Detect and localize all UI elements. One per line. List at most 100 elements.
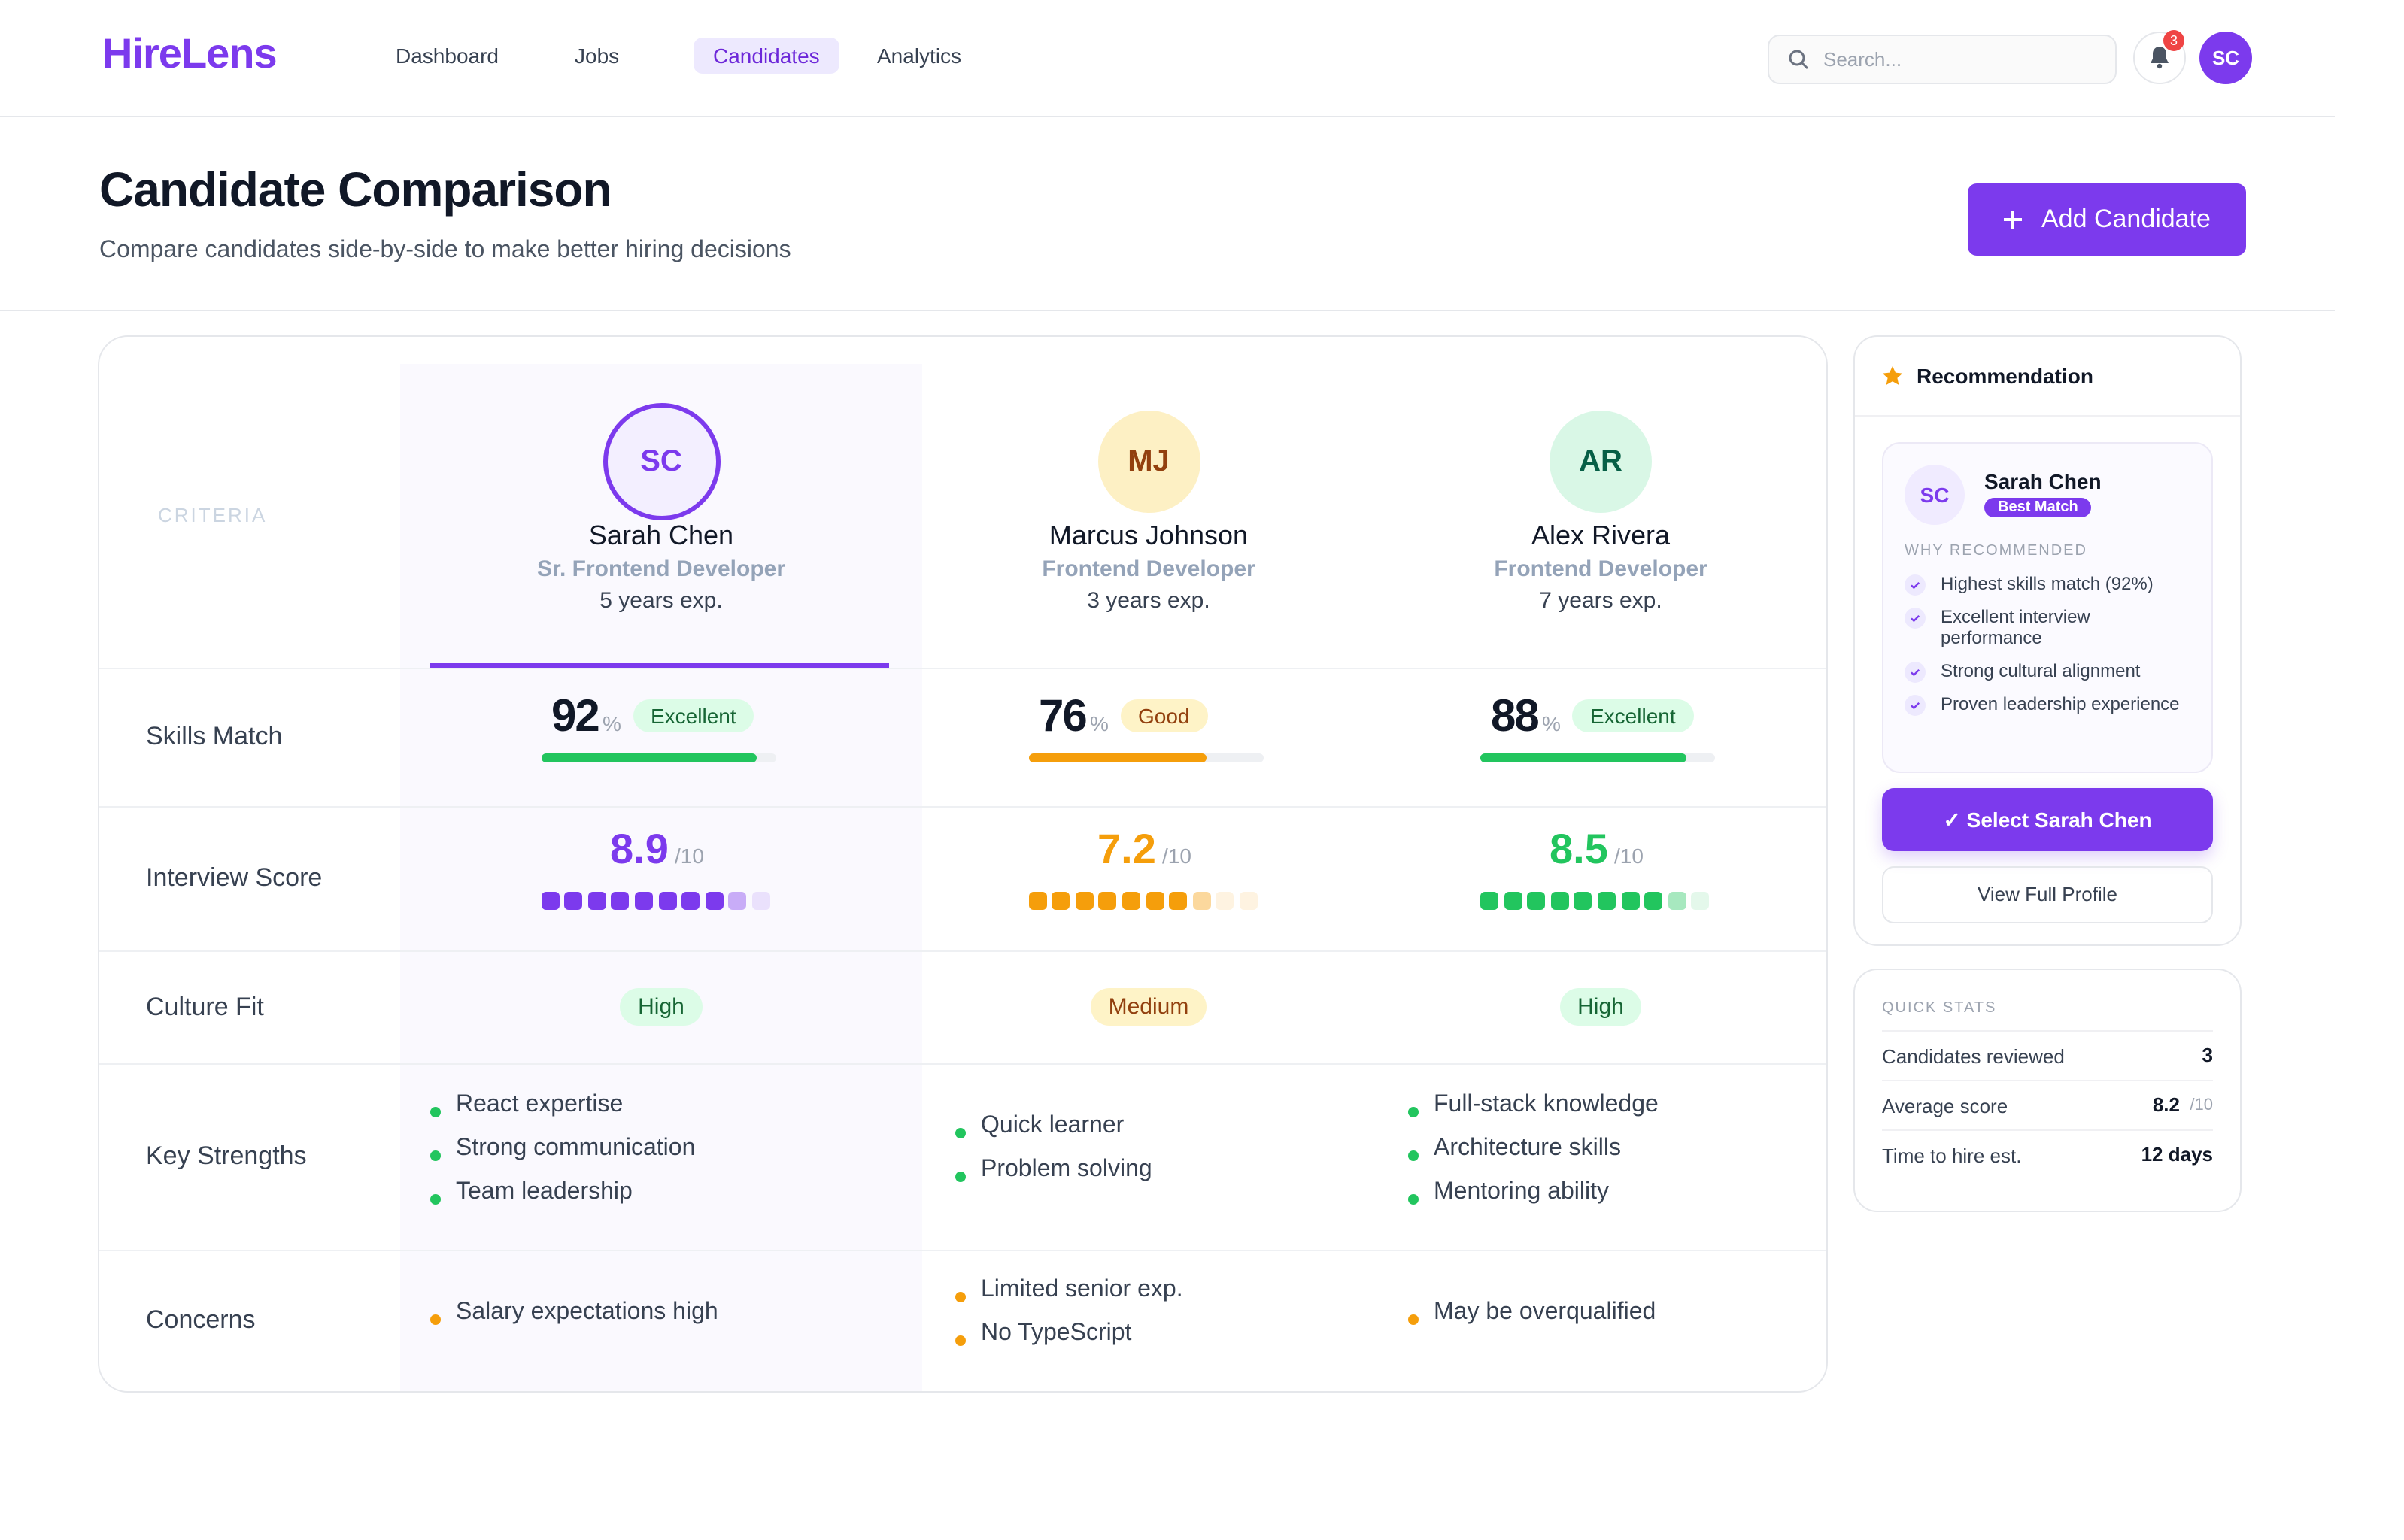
skills-badge: Excellent [633, 699, 754, 732]
logo[interactable]: HireLens [102, 30, 278, 77]
skills-value: 92 [551, 692, 600, 741]
candidate-role: Frontend Developer [1042, 556, 1255, 582]
criteria-label: Key Strengths [146, 1141, 307, 1170]
skills-group: 92% Excellent [541, 692, 782, 782]
interview-score: 8.9 [610, 826, 669, 872]
why-label: WHY RECOMMENDED [1905, 543, 2087, 559]
avatar: SC [603, 403, 720, 520]
view-profile-button[interactable]: View Full Profile [1882, 866, 2213, 923]
interview-scale: /10 [675, 844, 704, 868]
concern-item: Salary expectations high [456, 1299, 718, 1324]
score-dot [1169, 892, 1188, 910]
score-dot [1052, 892, 1070, 910]
comparison-card: CRITERIA Skills Match Interview Score Cult… [98, 335, 1828, 1393]
score-dot [728, 892, 747, 910]
nav-link[interactable]: Analytics [877, 44, 962, 68]
notifications-button[interactable]: 3 [2133, 30, 2186, 84]
strength-item: Full-stack knowledge [1434, 1091, 1659, 1117]
strength-item: React expertise [456, 1091, 624, 1117]
bullet [955, 1292, 966, 1302]
score-dot [564, 892, 583, 910]
check [1911, 581, 1920, 590]
score-dot [1504, 892, 1522, 910]
score-dot [1239, 892, 1258, 910]
bullet [1408, 1314, 1419, 1324]
user-avatar[interactable]: SC [2199, 32, 2252, 84]
candidate-column: MJ Marcus Johnson Frontend Developer 3 year… [922, 337, 1375, 1391]
navbar [0, 0, 2335, 117]
culture-fit: High [1559, 988, 1642, 1026]
search-placeholder: Search... [1823, 48, 1902, 71]
skills-value: 88 [1491, 692, 1540, 741]
nav-link[interactable]: Candidates [694, 38, 839, 74]
candidate-name: Sarah Chen [1984, 469, 2102, 493]
interview-dots [541, 892, 776, 910]
check [1911, 702, 1920, 710]
skills-badge: Excellent [1572, 699, 1694, 732]
search-box[interactable]: Search... [1768, 35, 2117, 84]
interview-group: 8.5/10 [1480, 826, 1721, 916]
candidate-experience: 7 years exp. [1539, 588, 1662, 614]
bullet [955, 1128, 966, 1138]
bullet [1408, 1193, 1419, 1204]
score-dot [1598, 892, 1616, 910]
interview-score: 7.2 [1097, 826, 1156, 872]
reason: Strong cultural alignment [1941, 660, 2141, 681]
bullet [955, 1335, 966, 1346]
candidate-experience: 5 years exp. [599, 588, 723, 614]
skills-badge: Good [1120, 699, 1208, 732]
stat-unit: /10 [2190, 1096, 2213, 1114]
score-dot [1644, 892, 1663, 910]
score-dot [1192, 892, 1211, 910]
criteria-label: CRITERIA [158, 504, 268, 526]
nav-link[interactable]: Dashboard [396, 44, 499, 68]
skills-unit: % [1542, 711, 1561, 735]
avatar: MJ [1097, 411, 1200, 513]
bullet [1408, 1150, 1419, 1160]
score-dot [1668, 892, 1686, 910]
skills-group: 88% Excellent [1480, 692, 1721, 782]
add-candidate-button[interactable]: Add Candidate [1968, 183, 2246, 256]
score-dot [611, 892, 630, 910]
page-title: Candidate Comparison [99, 162, 612, 217]
strength-item: Quick learner [981, 1113, 1125, 1138]
row-divider [99, 668, 1826, 669]
check-icon [1905, 695, 1926, 716]
stat-label: Time to hire est. [1882, 1144, 2022, 1167]
strength-item: Team leadership [456, 1178, 633, 1204]
row-divider [99, 950, 1826, 952]
recommendation-title: Recommendation [1917, 364, 2093, 388]
row-divider [99, 806, 1826, 808]
check-icon [1905, 608, 1926, 629]
search-icon [1789, 50, 1809, 70]
reason: Excellent interview performance [1941, 606, 2090, 648]
avatar: SC [1905, 465, 1965, 525]
score-dot [1480, 892, 1498, 910]
stat-value: 12 days [2141, 1143, 2213, 1166]
score-dot [1550, 892, 1569, 910]
strength-item: Problem solving [981, 1157, 1152, 1182]
bullet [430, 1150, 441, 1160]
concern-item: No TypeScript [981, 1320, 1132, 1346]
skills-bar [541, 753, 757, 762]
score-dot [658, 892, 676, 910]
select-button[interactable]: ✓ Select Sarah Chen [1882, 788, 2213, 851]
quick-stats-card: QUICK STATS Candidates reviewed 3 Average … [1853, 969, 2242, 1212]
interview-score: 8.5 [1550, 826, 1608, 872]
score-dot [1216, 892, 1234, 910]
best-match-badge: Best Match [1984, 498, 2092, 517]
bullet [430, 1193, 441, 1204]
score-dot [634, 892, 653, 910]
stat-label: Average score [1882, 1095, 2008, 1117]
star-icon [1882, 366, 1903, 385]
skills-group: 76% Good [1028, 692, 1269, 782]
strength-item: Architecture skills [1434, 1135, 1621, 1160]
check [1911, 614, 1920, 623]
stat-divider [1882, 1129, 2213, 1131]
nav-link[interactable]: Jobs [575, 44, 620, 68]
bullet [430, 1314, 441, 1324]
avatar: AR [1550, 411, 1652, 513]
check-icon [1905, 662, 1926, 683]
check [1911, 668, 1920, 677]
